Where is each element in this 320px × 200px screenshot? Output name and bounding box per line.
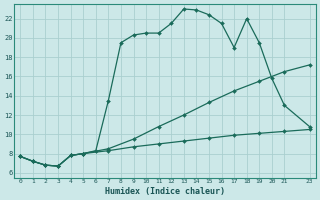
X-axis label: Humidex (Indice chaleur): Humidex (Indice chaleur): [105, 187, 225, 196]
